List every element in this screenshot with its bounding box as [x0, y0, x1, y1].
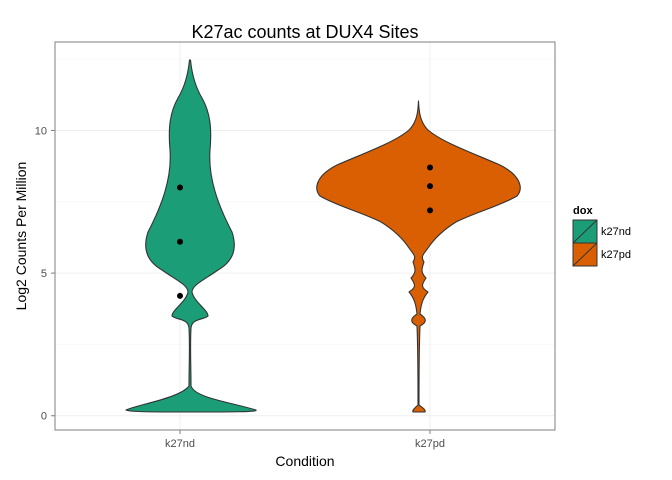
y-tick-label: 5: [41, 268, 47, 280]
y-tick-label: 10: [35, 125, 47, 137]
panel-border: [54, 41, 556, 431]
violin-k27nd: [125, 59, 257, 413]
y-tick-label: 0: [41, 411, 47, 423]
legend-label-k27pd: k27pd: [601, 249, 631, 261]
violins: [125, 59, 521, 413]
quantile-point: [177, 184, 183, 191]
grid-lines: [55, 42, 555, 430]
plot-panel: [54, 41, 556, 431]
legend-key-diagonal: [572, 242, 598, 267]
legend-label-k27nd: k27nd: [601, 226, 631, 238]
quantile-point: [427, 183, 433, 190]
quantile-point: [427, 207, 433, 214]
y-axis: 0 5 10: [35, 125, 55, 423]
legend: dox k27nd k27pd: [572, 205, 631, 267]
violin-k27pd: [316, 100, 521, 413]
quantile-point: [427, 164, 433, 171]
x-tick-label: k27nd: [165, 438, 195, 450]
x-axis-label: Condition: [275, 453, 334, 469]
x-tick-label: k27pd: [415, 438, 445, 450]
x-axis: k27nd k27pd: [165, 430, 445, 450]
legend-keys: k27nd k27pd: [572, 219, 631, 267]
legend-title: dox: [573, 205, 593, 217]
legend-key-diagonal: [572, 219, 598, 244]
chart-title: K27ac counts at DUX4 Sites: [191, 22, 418, 42]
panel-background: [55, 42, 555, 430]
quantile-point: [177, 238, 183, 245]
y-axis-label: Log2 Counts Per Million: [13, 162, 29, 311]
quantile-point: [177, 292, 183, 299]
quantile-points: [177, 164, 433, 299]
